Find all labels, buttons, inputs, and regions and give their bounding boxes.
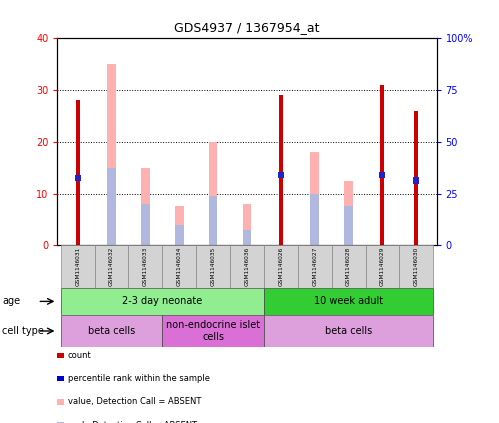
Bar: [196, 245, 230, 288]
Bar: [141, 168, 150, 245]
Text: GSM1146035: GSM1146035: [211, 247, 216, 286]
Bar: [129, 245, 162, 288]
Bar: [61, 288, 264, 315]
Bar: [344, 206, 353, 245]
Bar: [162, 315, 264, 347]
Bar: [310, 152, 319, 245]
Bar: [264, 245, 298, 288]
Bar: [298, 245, 332, 288]
Bar: [162, 245, 196, 288]
Bar: [414, 111, 418, 245]
Text: GSM1146036: GSM1146036: [245, 247, 250, 286]
Bar: [279, 95, 283, 245]
Text: cell type: cell type: [2, 326, 44, 336]
Text: percentile rank within the sample: percentile rank within the sample: [68, 374, 210, 383]
Bar: [413, 178, 419, 184]
Bar: [365, 245, 399, 288]
Bar: [380, 85, 384, 245]
Title: GDS4937 / 1367954_at: GDS4937 / 1367954_at: [174, 21, 320, 34]
Bar: [107, 64, 116, 245]
Bar: [230, 245, 264, 288]
Text: GSM1146030: GSM1146030: [414, 247, 419, 286]
Text: 2-3 day neonate: 2-3 day neonate: [122, 297, 203, 306]
Bar: [107, 168, 116, 245]
Text: GSM1146026: GSM1146026: [278, 247, 283, 286]
Bar: [399, 245, 433, 288]
Text: non-endocrine islet
cells: non-endocrine islet cells: [166, 320, 260, 342]
Bar: [264, 315, 433, 347]
Bar: [310, 194, 319, 245]
Text: GSM1146028: GSM1146028: [346, 247, 351, 286]
Bar: [332, 245, 365, 288]
Bar: [209, 196, 218, 245]
Text: GSM1146027: GSM1146027: [312, 247, 317, 286]
Bar: [61, 315, 162, 347]
Bar: [243, 204, 251, 245]
Bar: [278, 172, 284, 179]
Bar: [61, 245, 95, 288]
Text: beta cells: beta cells: [88, 326, 135, 336]
Text: value, Detection Call = ABSENT: value, Detection Call = ABSENT: [68, 397, 201, 407]
Text: rank, Detection Call = ABSENT: rank, Detection Call = ABSENT: [68, 420, 197, 423]
Bar: [95, 245, 129, 288]
Bar: [75, 175, 81, 181]
Bar: [379, 172, 386, 179]
Bar: [264, 288, 433, 315]
Bar: [76, 100, 80, 245]
Text: 10 week adult: 10 week adult: [314, 297, 383, 306]
Bar: [141, 204, 150, 245]
Text: count: count: [68, 351, 92, 360]
Bar: [243, 230, 251, 245]
Bar: [209, 142, 218, 245]
Text: GSM1146032: GSM1146032: [109, 247, 114, 286]
Bar: [344, 181, 353, 245]
Text: GSM1146033: GSM1146033: [143, 247, 148, 286]
Bar: [175, 225, 184, 245]
Text: GSM1146029: GSM1146029: [380, 247, 385, 286]
Text: age: age: [2, 297, 20, 306]
Text: GSM1146034: GSM1146034: [177, 247, 182, 286]
Bar: [175, 206, 184, 245]
Text: GSM1146031: GSM1146031: [75, 247, 80, 286]
Text: beta cells: beta cells: [325, 326, 372, 336]
